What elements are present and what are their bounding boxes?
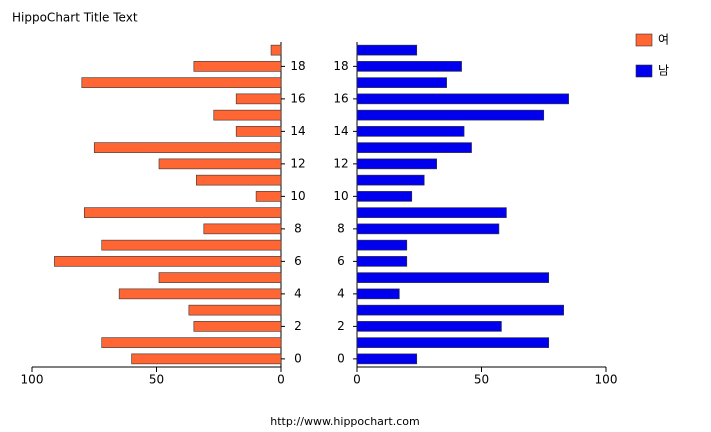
- x-tick-label: 50: [149, 373, 164, 387]
- bar: [101, 337, 282, 348]
- bar: [81, 77, 282, 88]
- y-tick-label: 12: [290, 156, 305, 170]
- bar: [83, 207, 282, 218]
- x-tick-label: 100: [21, 373, 44, 387]
- bar: [356, 288, 400, 300]
- y-tick-label: 14: [290, 124, 305, 138]
- y-tick-label: 10: [333, 189, 348, 203]
- y-tick-label: 2: [294, 319, 302, 333]
- y-tick-label: 6: [337, 254, 345, 268]
- bar: [193, 321, 282, 332]
- y-tick-label: 2: [337, 319, 345, 333]
- bar: [356, 223, 500, 235]
- bar: [118, 288, 282, 300]
- bar: [101, 239, 282, 251]
- y-tick-label: 4: [294, 286, 302, 300]
- bar: [356, 304, 564, 316]
- y-tick-label: 16: [333, 91, 348, 105]
- bar: [196, 174, 282, 186]
- legend-swatch: [635, 64, 653, 78]
- bar: [213, 109, 282, 121]
- legend-swatch: [635, 33, 653, 47]
- bar: [356, 337, 550, 348]
- bar: [356, 207, 507, 218]
- y-tick-label: 8: [294, 221, 302, 235]
- bar: [356, 109, 545, 121]
- bar: [255, 191, 282, 202]
- bar: [131, 353, 282, 365]
- y-tick-label: 12: [333, 156, 348, 170]
- legend-label: 남: [658, 64, 669, 78]
- bar: [93, 142, 282, 153]
- bar: [158, 158, 282, 170]
- bar: [356, 239, 408, 251]
- bar: [356, 191, 413, 202]
- y-tick-label: 18: [290, 59, 305, 73]
- bar: [235, 93, 282, 105]
- y-tick-label: 0: [337, 351, 345, 365]
- bar: [270, 44, 282, 56]
- bar: [158, 272, 282, 283]
- bar: [235, 126, 282, 137]
- y-tick-label: 10: [290, 189, 305, 203]
- chart-title: HippoChart Title Text: [12, 11, 138, 25]
- bar: [188, 304, 282, 316]
- y-tick-label: 4: [337, 286, 345, 300]
- y-tick-label: 0: [294, 351, 302, 365]
- bar: [356, 256, 408, 267]
- x-tick-label: 0: [277, 373, 285, 387]
- x-tick-label: 100: [595, 373, 618, 387]
- bar: [356, 321, 502, 332]
- legend-label: 여: [658, 33, 669, 47]
- y-tick-label: 14: [333, 124, 348, 138]
- bar: [356, 353, 418, 365]
- y-tick-label: 16: [290, 91, 305, 105]
- footer: http://www.hippochart.com: [270, 415, 419, 428]
- bar: [203, 223, 282, 235]
- bar: [356, 272, 550, 283]
- bar: [356, 44, 418, 56]
- y-tick-label: 8: [337, 221, 345, 235]
- bar: [54, 256, 282, 267]
- bar: [356, 61, 462, 72]
- bar: [356, 126, 465, 137]
- bar: [356, 158, 437, 170]
- y-tick-label: 6: [294, 254, 302, 268]
- bar: [356, 77, 447, 88]
- bar: [193, 61, 282, 72]
- bar: [356, 142, 472, 153]
- x-tick-label: 50: [474, 373, 489, 387]
- bar: [356, 93, 569, 105]
- y-tick-label: 18: [333, 59, 348, 73]
- x-tick-label: 0: [353, 373, 361, 387]
- bar: [356, 174, 425, 186]
